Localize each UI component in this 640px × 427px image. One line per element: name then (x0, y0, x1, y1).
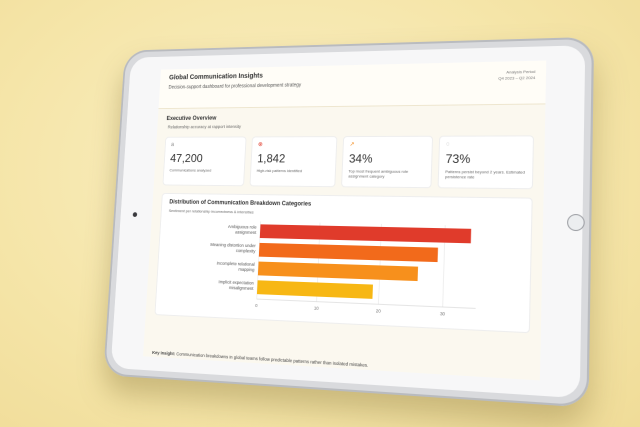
category-label: Incomplete relational (216, 260, 254, 266)
kpi-value: 1,842 (257, 151, 286, 166)
dashboard-screen: Global Communication Insights Decision-s… (143, 60, 547, 381)
kpi-label: Top most frequent ambiguous role assignm… (348, 168, 409, 179)
x-tick-label: 20 (376, 308, 382, 314)
kpi-value: 47,200 (169, 151, 204, 165)
kpi-label: High-risk patterns identified (256, 168, 303, 174)
category-label: mapping (238, 267, 255, 273)
category-label: misalignment (229, 285, 255, 291)
analytics-icon: a (170, 142, 175, 148)
overview-subheading: Relationship accuracy at rapport intensi… (167, 124, 242, 130)
period-value: Q4 2023 – Q2 2024 (498, 74, 536, 81)
tablet-bezel: Global Communication Insights Decision-s… (110, 45, 586, 399)
breakdown-chart-card: Distribution of Communication Breakdown … (154, 192, 533, 334)
category-label: Implicit expectation (218, 279, 254, 286)
kpi-label: Patterns persist beyond 2 years. Estimat… (444, 169, 526, 180)
bar-2 (258, 242, 439, 263)
category-label: Meaning distortion under (210, 242, 256, 248)
trend-icon: ↗ (349, 141, 355, 148)
x-tick-label: 10 (314, 305, 320, 311)
bar-3 (257, 261, 419, 282)
kpi-value: 73% (445, 151, 471, 167)
key-insight: Key Insight: Communication breakdowns in… (152, 350, 529, 378)
kpi-row: a 47,200 Communications analyzed ⊗ 1,842… (162, 135, 535, 190)
overview-heading: Executive Overview (166, 115, 217, 122)
lightbulb-icon: ◌ (445, 141, 450, 148)
x-tick-label: 30 (440, 311, 446, 317)
bar-1 (259, 224, 472, 244)
kpi-card-communications[interactable]: a 47,200 Communications analyzed (162, 136, 247, 187)
kpi-card-ambiguous-role[interactable]: ↗ 34% Top most frequent ambiguous role a… (341, 135, 434, 189)
home-button[interactable] (566, 213, 585, 232)
kpi-card-persistence[interactable]: ◌ 73% Patterns persist beyond 2 years. E… (437, 135, 535, 190)
category-label: Ambiguous role (228, 224, 258, 230)
kpi-value: 34% (348, 151, 373, 166)
key-insight-label: Key Insight: (152, 349, 176, 357)
kpi-label: Communications analyzed (169, 167, 212, 173)
dashboard-header: Global Communication Insights Decision-s… (158, 60, 547, 110)
alert-icon: ⊗ (257, 142, 263, 148)
analysis-period: Analysis Period Q4 2023 – Q2 2024 (498, 69, 535, 82)
camera-icon (132, 212, 138, 218)
tablet-device: Global Communication Insights Decision-s… (103, 36, 595, 408)
kpi-card-high-risk[interactable]: ⊗ 1,842 High-risk patterns identified (249, 136, 338, 188)
category-label: complexity (236, 248, 257, 254)
x-tick-label: 0 (255, 303, 258, 308)
bar-4 (256, 280, 373, 299)
key-insight-text: Communication breakdowns in global teams… (176, 351, 369, 368)
category-label: assignment (235, 229, 257, 235)
